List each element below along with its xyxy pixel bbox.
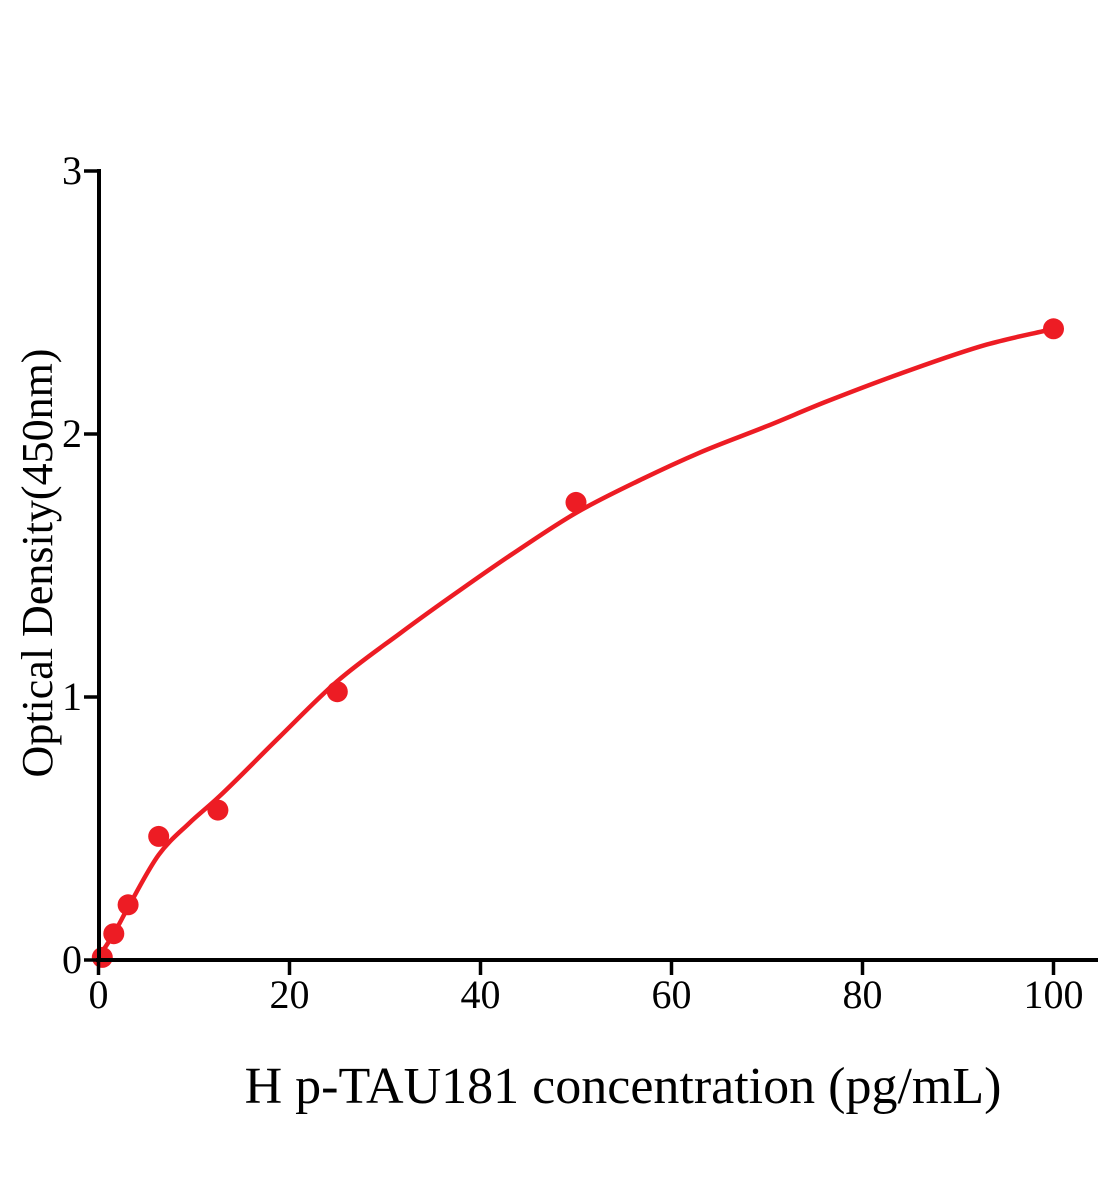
x-tick-label: 40 <box>461 972 501 1017</box>
axes-layer <box>84 169 1098 975</box>
data-point <box>117 894 139 916</box>
data-point <box>565 491 587 513</box>
data-point <box>148 825 170 847</box>
x-tick-label: 80 <box>843 972 883 1017</box>
fit-curve <box>96 326 1056 960</box>
fit-curve-layer <box>96 326 1056 960</box>
data-point <box>103 923 125 945</box>
y-axis-title: Optical Density(450nm) <box>13 349 62 778</box>
y-tick-label: 0 <box>62 937 82 982</box>
data-points-layer <box>91 318 1064 968</box>
tick-labels-layer: 0 20 40 60 80 100 0 1 2 3 <box>62 148 1084 1017</box>
data-point <box>326 681 348 703</box>
x-axis-title: H p-TAU181 concentration (pg/mL) <box>245 1058 1002 1115</box>
x-tick-label: 100 <box>1024 972 1084 1017</box>
data-point <box>207 799 229 821</box>
x-tick-label: 60 <box>652 972 692 1017</box>
y-tick-label: 1 <box>62 674 82 719</box>
y-tick-label: 2 <box>62 411 82 456</box>
y-tick-label: 3 <box>62 148 82 193</box>
data-point <box>1043 318 1064 340</box>
x-tick-label: 0 <box>89 972 109 1017</box>
x-tick-label: 20 <box>270 972 310 1017</box>
data-point <box>91 946 113 968</box>
